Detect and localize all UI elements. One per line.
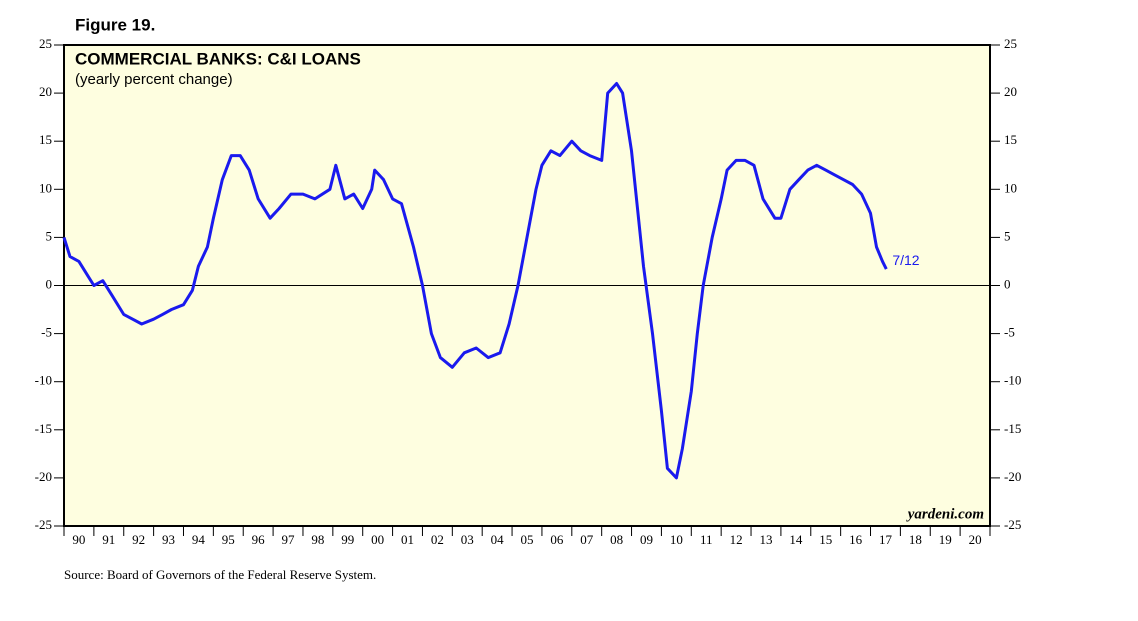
y-tick-label: -10 — [35, 373, 52, 388]
x-tick-label: 09 — [640, 532, 653, 547]
y2-tick-label: 5 — [1004, 228, 1011, 243]
figure-label: Figure 19. — [75, 15, 155, 34]
x-tick-label: 11 — [700, 532, 713, 547]
y-tick-label: -5 — [41, 325, 52, 340]
y2-tick-label: -20 — [1004, 469, 1021, 484]
y-tick-label: -15 — [35, 421, 52, 436]
y-tick-label: 5 — [46, 228, 53, 243]
y-tick-label: 10 — [39, 180, 52, 195]
x-tick-label: 92 — [132, 532, 145, 547]
x-tick-label: 19 — [939, 532, 952, 547]
x-tick-label: 20 — [969, 532, 982, 547]
x-tick-label: 99 — [341, 532, 354, 547]
y2-tick-label: 25 — [1004, 36, 1017, 51]
y2-tick-label: -15 — [1004, 421, 1021, 436]
x-tick-label: 02 — [431, 532, 444, 547]
x-tick-label: 05 — [521, 532, 534, 547]
x-tick-label: 95 — [222, 532, 235, 547]
y2-tick-label: 20 — [1004, 84, 1017, 99]
watermark: yardeni.com — [906, 506, 984, 522]
x-tick-label: 94 — [192, 532, 206, 547]
y2-tick-label: -10 — [1004, 373, 1021, 388]
x-tick-label: 18 — [909, 532, 922, 547]
y-tick-label: 20 — [39, 84, 52, 99]
x-tick-label: 14 — [789, 532, 803, 547]
x-tick-label: 96 — [252, 532, 266, 547]
data-line — [62, 82, 888, 480]
x-tick-label: 17 — [879, 532, 893, 547]
x-tick-label: 12 — [730, 532, 743, 547]
x-tick-label: 98 — [311, 532, 324, 547]
chart-subtitle: (yearly percent change) — [75, 71, 233, 88]
x-tick-label: 15 — [819, 532, 832, 547]
y-tick-label: -20 — [35, 469, 52, 484]
x-tick-label: 07 — [580, 532, 594, 547]
source: Source: Board of Governors of the Federa… — [64, 567, 376, 582]
x-tick-label: 13 — [759, 532, 772, 547]
x-tick-label: 10 — [670, 532, 683, 547]
x-tick-label: 16 — [849, 532, 863, 547]
y-tick-label: 25 — [39, 36, 52, 51]
chart-title: COMMERCIAL BANKS: C&I LOANS — [75, 49, 361, 68]
y-tick-label: 0 — [46, 276, 53, 291]
y-tick-label: -25 — [35, 517, 52, 532]
x-tick-label: 97 — [282, 532, 296, 547]
y2-tick-label: 15 — [1004, 132, 1017, 147]
x-tick-label: 08 — [610, 532, 623, 547]
x-tick-label: 04 — [491, 532, 505, 547]
x-tick-label: 06 — [550, 532, 564, 547]
x-tick-label: 91 — [102, 532, 115, 547]
end-annotation: 7/12 — [892, 252, 919, 268]
y2-tick-label: 10 — [1004, 180, 1017, 195]
x-tick-label: 90 — [72, 532, 85, 547]
x-tick-label: 93 — [162, 532, 175, 547]
x-tick-label: 01 — [401, 532, 414, 547]
x-tick-label: 00 — [371, 532, 384, 547]
y2-tick-label: 0 — [1004, 276, 1011, 291]
x-tick-label: 03 — [461, 532, 474, 547]
y2-tick-label: -25 — [1004, 517, 1021, 532]
y-tick-label: 15 — [39, 132, 52, 147]
y2-tick-label: -5 — [1004, 325, 1015, 340]
